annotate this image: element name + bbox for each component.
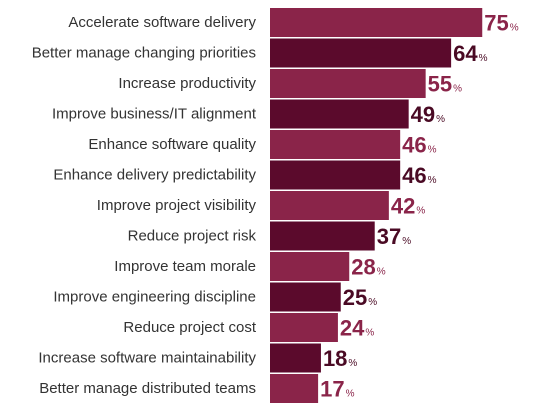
value-percent-1: % (479, 53, 488, 64)
value-percent-4: % (428, 145, 437, 156)
value-number-3: 49 (411, 102, 435, 127)
category-label-12: Better manage distributed teams (39, 380, 256, 397)
value-percent-9: % (368, 297, 377, 308)
value-label-9: 25% (343, 285, 377, 310)
value-label-0: 75% (484, 11, 518, 36)
value-number-2: 55 (428, 72, 452, 97)
value-percent-6: % (416, 206, 425, 217)
value-percent-11: % (348, 358, 357, 369)
category-label-8: Improve team morale (114, 258, 256, 275)
value-label-7: 37% (377, 224, 411, 249)
bar-0 (270, 8, 483, 37)
category-label-4: Enhance software quality (88, 136, 256, 153)
value-label-5: 46% (402, 163, 436, 188)
value-percent-8: % (377, 267, 386, 278)
value-label-2: 55% (428, 72, 462, 97)
bar-1 (270, 38, 452, 68)
bar-7 (270, 221, 375, 251)
category-labels-layer: Accelerate software delivery Better manag… (32, 14, 257, 397)
bar-8 (270, 252, 350, 281)
value-percent-10: % (365, 328, 374, 339)
bar-12 (270, 374, 319, 403)
value-number-4: 46 (402, 133, 426, 158)
value-label-11: 18% (323, 346, 357, 371)
bars-layer (270, 8, 483, 403)
value-percent-12: % (346, 389, 355, 400)
category-label-0: Accelerate software delivery (68, 14, 256, 31)
value-number-1: 64 (453, 41, 478, 66)
value-labels-layer: 75%64%55%49%46%46%42%37%28%25%24%18%17% (320, 11, 519, 402)
value-number-12: 17 (320, 377, 344, 402)
value-number-8: 28 (351, 255, 375, 280)
value-number-5: 46 (402, 163, 426, 188)
value-label-12: 17% (320, 377, 354, 402)
category-label-11: Increase software maintainability (38, 350, 256, 367)
bar-11 (270, 343, 321, 373)
category-label-9: Improve engineering discipline (53, 289, 256, 306)
value-number-11: 18 (323, 346, 347, 371)
value-percent-3: % (436, 114, 445, 125)
bar-6 (270, 191, 389, 220)
value-number-0: 75 (484, 11, 508, 36)
value-label-6: 42% (391, 194, 425, 219)
value-number-6: 42 (391, 194, 415, 219)
bar-2 (270, 69, 426, 98)
value-number-9: 25 (343, 285, 367, 310)
value-label-3: 49% (411, 102, 445, 127)
value-label-8: 28% (351, 255, 385, 280)
value-number-7: 37 (377, 224, 401, 249)
category-label-3: Improve business/IT alignment (52, 106, 257, 123)
category-label-5: Enhance delivery predictability (53, 167, 256, 184)
category-label-6: Improve project visibility (97, 197, 257, 214)
category-label-10: Reduce project cost (123, 319, 256, 336)
value-percent-2: % (453, 84, 462, 95)
value-label-1: 64% (453, 41, 487, 66)
bar-9 (270, 282, 341, 312)
value-percent-5: % (428, 175, 437, 186)
category-label-1: Better manage changing priorities (32, 45, 256, 62)
value-percent-0: % (510, 23, 519, 34)
bar-10 (270, 313, 338, 342)
category-label-7: Reduce project risk (128, 228, 257, 245)
category-label-2: Increase productivity (118, 75, 256, 92)
bar-3 (270, 99, 409, 129)
value-percent-7: % (402, 236, 411, 247)
bar-5 (270, 160, 401, 190)
value-label-4: 46% (402, 133, 436, 158)
value-label-10: 24% (340, 316, 374, 341)
value-number-10: 24 (340, 316, 365, 341)
bar-4 (270, 130, 401, 159)
